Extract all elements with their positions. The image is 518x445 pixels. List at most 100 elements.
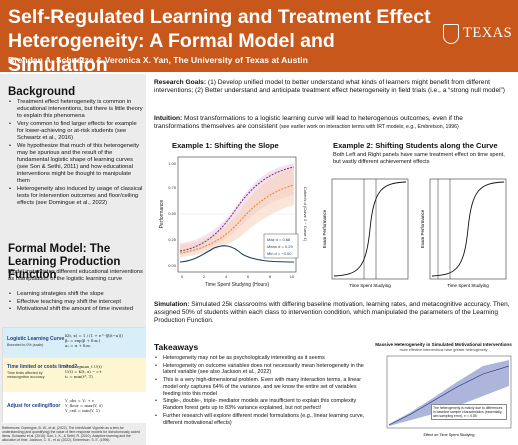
equation-lines: Y_obs = Y₀ + ε Y_floor = max(Y, 0) Y_cei…	[65, 398, 103, 414]
equation-label: Adjust for ceiling/floor	[7, 403, 61, 409]
scatter-plot: The heterogeneity is mainly due to diffe…	[386, 355, 512, 437]
simulation-label: Simulation:	[154, 301, 190, 308]
list-item: Effective teaching may shift the interce…	[8, 299, 144, 306]
poster-title: Self-Regulated Learning and Treatment Ef…	[8, 6, 431, 76]
x-axis-label: Time Spent Studying	[447, 283, 489, 288]
massive-heterogeneity-figure: Massive Heterogeneity in Simulated Motiv…	[371, 341, 516, 442]
y-tick-label: 0.25	[168, 237, 177, 242]
list-item: Treatment effect heterogeneity is common…	[8, 99, 144, 120]
equation-sublabel: Time limits affected by metacognitive ac…	[7, 371, 45, 379]
equation-line: U(t) = K(t, x) − c·t	[65, 369, 102, 375]
takeaways-list: Heterogeneity may not be as psychologica…	[154, 355, 368, 427]
research-goals: Research Goals: (1) Develop unified mode…	[154, 79, 510, 96]
ut-texas-logo: TEXAS	[443, 24, 515, 48]
equation-block-time: Time limited or costs limited? Time limi…	[3, 358, 146, 392]
trend-line	[388, 365, 510, 426]
figure-subtitle: more effective interventions have greate…	[399, 348, 488, 352]
y-tick-label: 1.00	[168, 161, 177, 166]
annotation-box: The heterogeneity is mainly due to diffe…	[431, 404, 507, 420]
equation-lines: K(t, x) = 1 / (1 + e^-(β(t−a))) β₀ = exp…	[65, 333, 123, 349]
background-heading: Background	[8, 86, 76, 98]
equation-block-ceiling: Adjust for ceiling/floor Y_obs = Y₀ + ε …	[3, 392, 146, 423]
example1-title: Example 1: Shifting the Slope	[172, 141, 279, 150]
y-axis-label: Performance	[159, 199, 165, 228]
equation-panel: Logistic Learning Curve Bounded to 0% (s…	[2, 327, 146, 423]
example2-right-panel: Time Spent Studying Exam Performance	[420, 178, 507, 288]
takeaways-heading: Takeaways	[154, 342, 199, 352]
legend-box	[263, 233, 299, 259]
list-item: Single-, double-, triple- mediator model…	[154, 398, 368, 412]
list-item: Heterogeneity may not be as psychologica…	[154, 355, 368, 362]
background-list: Treatment effect heterogeneity is common…	[8, 99, 144, 208]
example2-chart: Time Spent Studying Exam Performance Tim…	[322, 178, 507, 288]
figure-title: Massive Heterogeneity in Simulated Motiv…	[375, 342, 512, 347]
x-tick-label: 4	[225, 274, 228, 279]
simulation: Simulation: Simulated 25k classrooms wit…	[154, 301, 510, 326]
x-axis-label: Effect on Time Spent Studying	[423, 433, 474, 437]
example2-description: Both Left and Right panels have same tre…	[333, 152, 505, 165]
poster-authors: Brendan A. Schuetze & Veronica X. Yan, T…	[8, 55, 308, 65]
equation-line: K(t, x) = 1 / (1 + e^-(β(t−a)))	[65, 333, 123, 338]
references: References: Domingue, B. W., et al. (202…	[2, 426, 140, 442]
ut-shield-icon	[443, 24, 459, 44]
equation-line: a₀ = α + δ₂x₂	[65, 343, 91, 349]
equation-sublabel: Bounded to 0% (scale)	[7, 343, 44, 347]
equation-line: t* = argmax_t U(t)	[65, 364, 102, 369]
formal-model-list: Learning strategies shift the slope Effe…	[8, 291, 144, 314]
x-tick-label: 2	[203, 274, 206, 279]
logistic-curve	[333, 181, 407, 277]
curve-band	[180, 167, 294, 257]
example2-left-panel: Time Spent Studying Exam Performance	[322, 178, 409, 288]
research-goals-text: (1) Develop unified model to better unde…	[154, 79, 505, 95]
y-axis-label-right: Cohen's d (Curve 2 − Curve 1)	[303, 187, 308, 242]
intuition-text: Most transformations to a logistic learn…	[154, 115, 463, 131]
list-item: Very common to find larger effects for e…	[8, 121, 144, 142]
x-tick-label: 10	[290, 274, 295, 279]
equation-lines: t* = argmax_t U(t) U(t) = K(t, x) − c·t …	[65, 364, 102, 380]
list-item: Motivational shift the amount of time in…	[8, 306, 144, 313]
research-goals-label: Research Goals:	[154, 79, 207, 86]
slope-curve-1	[179, 166, 295, 252]
intuition-note: (see earlier work on interaction terms w…	[279, 124, 459, 131]
logistic-curve	[431, 181, 505, 277]
x-axis-label: Time Spent Studying (Hours)	[205, 282, 270, 288]
x-tick-label: 0	[181, 274, 184, 279]
equation-label: Logistic Learning Curve	[7, 336, 65, 342]
intuition-label: Intuition:	[154, 115, 183, 122]
y-tick-label: 0.75	[168, 185, 177, 190]
list-item: We hypothesize that much of this heterog…	[8, 143, 144, 186]
legend-max: Max d = 0.68	[267, 237, 291, 242]
equation-label: Time limited or costs limited?	[7, 364, 78, 370]
equation-block-logistic: Logistic Learning Curve Bounded to 0% (s…	[3, 328, 146, 358]
legend-mean: Mean d = 0.29	[267, 244, 293, 249]
equation-line: t₀ = min(t*, T)	[65, 374, 93, 380]
y-tick-label: 0.00	[168, 263, 177, 268]
equation-line: β₀ = exp(β + δ₁x₁)	[65, 338, 101, 344]
cohens-d-curve	[179, 245, 295, 263]
list-item: Heterogeneity on outcome variables does …	[154, 363, 368, 377]
annotation: The heterogeneity is mainly due to diffe…	[431, 404, 507, 420]
example1-chart: 1.00 0.75 0.50 0.25 0.00 0 2 4 6 8 10 Ti…	[159, 156, 308, 288]
x-tick-label: 8	[269, 274, 272, 279]
stats-legend: Max d = 0.68 Mean d = 0.29 Min d = −0.00	[263, 233, 299, 259]
legend-min: Min d = −0.00	[267, 251, 292, 256]
example2-title: Example 2: Shifting Students along the C…	[333, 141, 498, 150]
intuition: Intuition: Most transformations to a log…	[154, 115, 510, 132]
equation-line: Y_obs = Y₀ + ε	[65, 398, 94, 403]
logo-wordmark: TEXAS	[463, 25, 513, 41]
x-axis-label: Time Spent Studying	[349, 283, 391, 288]
formal-model-intro: Model instantiates different educational…	[8, 269, 143, 283]
slope-curve-2	[179, 184, 295, 254]
poster-header: Self-Regulated Learning and Treatment Ef…	[0, 0, 518, 76]
x-tick-label: 6	[247, 274, 250, 279]
list-item: Further research will explore different …	[154, 413, 368, 427]
y-tick-label: 0.50	[168, 211, 177, 216]
list-item: This is a very high-dimensional problem.…	[154, 377, 368, 398]
equation-line: Y_floor = max(Y, 0)	[65, 403, 103, 409]
equation-line: Y_ceil = min(Y, 1)	[65, 408, 100, 414]
y-axis-label: Exam Performance	[420, 209, 425, 248]
y-axis-label: Exam Performance	[322, 209, 327, 248]
simulation-text: Simulated 25k classrooms with differing …	[154, 301, 510, 325]
formal-model-heading: Formal Model: The Learning Production Fu…	[8, 243, 121, 281]
list-item: Learning strategies shift the slope	[8, 291, 144, 298]
